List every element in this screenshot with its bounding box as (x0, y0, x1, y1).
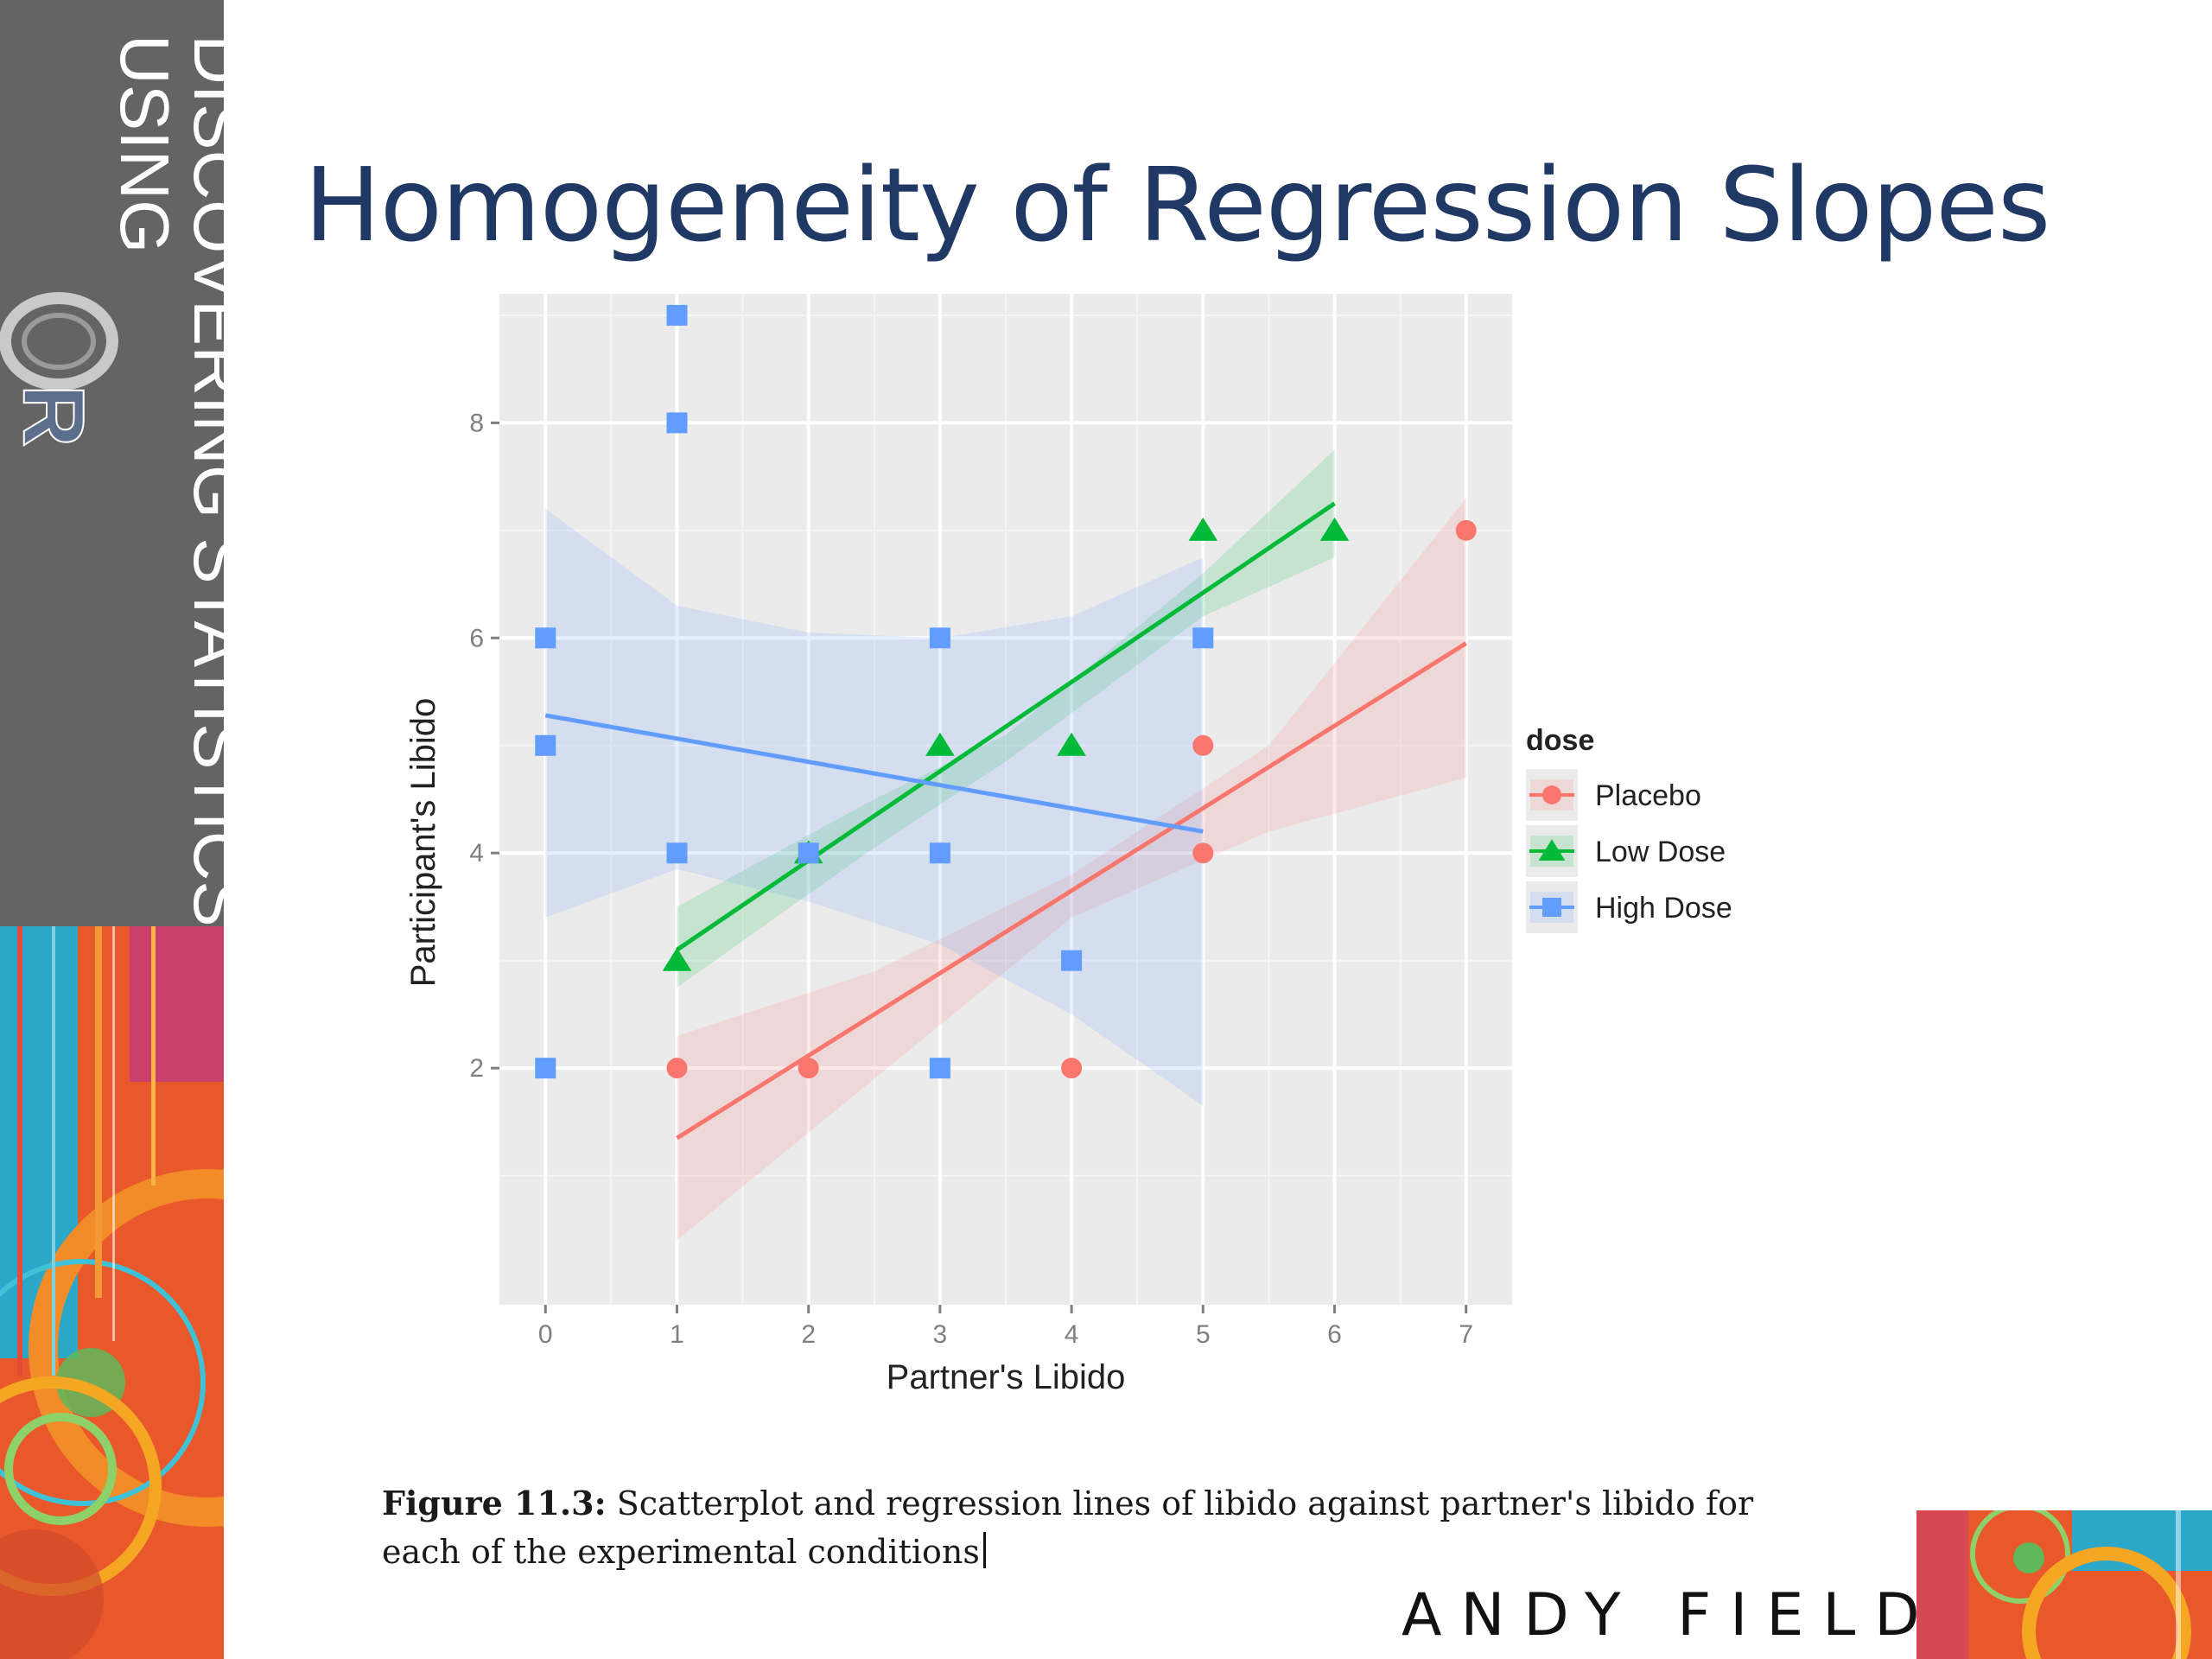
author-name: ANDY FIELD (1402, 1581, 1939, 1649)
data-point (1057, 732, 1086, 756)
data-point (925, 732, 955, 756)
regression-line (676, 501, 1336, 952)
r-logo-icon: R (0, 292, 118, 448)
data-point (535, 734, 556, 756)
data-point (798, 842, 819, 864)
data-point (1319, 517, 1350, 541)
axes: 0 1 2 3 4 5 6 7 2 4 6 8 Partner's Libido Participant'… (404, 409, 1473, 1396)
x-tick-label: 4 (1065, 1320, 1079, 1349)
y-tick-label: 6 (469, 624, 484, 652)
legend-key-marker (1542, 898, 1561, 917)
x-tick-label: 6 (1327, 1320, 1342, 1349)
confidence-band (677, 498, 1466, 1241)
slide-title: Homogeneity of Regression Slopes (304, 145, 2050, 264)
caption-text: Scatterplot and regression lines of libi… (382, 1484, 1754, 1571)
book-cover-strip: DISCOVERING STATISTICS USING R (0, 0, 224, 1659)
r-logo-letter: R (5, 385, 102, 447)
legend-label: High Dose (1595, 892, 1732, 925)
scatterplot-chart: 0 1 2 3 4 5 6 7 2 4 6 8 Partner's Libido Participant'… (404, 294, 1732, 1396)
data-point (929, 627, 950, 649)
corner-artwork (1916, 1510, 2212, 1659)
data-point (666, 1058, 688, 1079)
data-point (1192, 627, 1214, 649)
x-tick-label: 0 (538, 1320, 553, 1349)
y-axis-label: Participant's Libido (404, 698, 442, 988)
x-tick-label: 7 (1459, 1320, 1473, 1349)
data-point (535, 627, 556, 649)
x-tick-label: 2 (801, 1320, 816, 1349)
brand-line-1: DISCOVERING STATISTICS (180, 35, 224, 926)
confidence-band (677, 449, 1335, 988)
brand-line-2: USING (106, 35, 183, 253)
text-cursor (982, 1532, 986, 1568)
data-point (1188, 517, 1218, 541)
confidence-bands (545, 449, 1466, 1241)
cover-artwork (0, 0, 224, 1659)
data-point (1455, 519, 1477, 541)
legend-label: Placebo (1595, 779, 1701, 812)
data-point (798, 1058, 819, 1079)
legend-label: Low Dose (1595, 836, 1726, 868)
data-point (1192, 842, 1214, 864)
x-tick-label: 5 (1196, 1320, 1211, 1349)
figure-caption: Figure 11.3: Scatterplot and regression … (382, 1479, 1816, 1576)
y-tick-label: 2 (469, 1054, 484, 1083)
data-points (535, 304, 1477, 1079)
regression-line (676, 641, 1468, 1141)
data-point (1192, 734, 1214, 756)
data-point (1061, 950, 1083, 971)
plot-panel (499, 294, 1512, 1305)
x-tick-label: 3 (933, 1320, 948, 1349)
confidence-band (545, 508, 1204, 1106)
x-tick-label: 1 (670, 1320, 684, 1349)
data-point (666, 304, 688, 326)
y-tick-label: 8 (469, 409, 484, 437)
regression-lines (544, 501, 1468, 1141)
data-point (929, 1058, 950, 1079)
data-point (929, 842, 950, 864)
data-point (666, 412, 688, 434)
caption-label: Figure 11.3: (382, 1484, 607, 1522)
regression-line (544, 713, 1204, 834)
data-point (1061, 1058, 1083, 1079)
brand-text-block: DISCOVERING STATISTICS USING R (0, 35, 224, 926)
legend-key-marker (1542, 785, 1561, 804)
data-point (666, 842, 688, 864)
data-point (662, 947, 692, 971)
legend-key-marker (1538, 839, 1566, 861)
data-point (535, 1058, 556, 1079)
x-axis-label: Partner's Libido (887, 1358, 1126, 1396)
legend-title: dose (1526, 724, 1594, 757)
y-tick-label: 4 (469, 839, 484, 868)
